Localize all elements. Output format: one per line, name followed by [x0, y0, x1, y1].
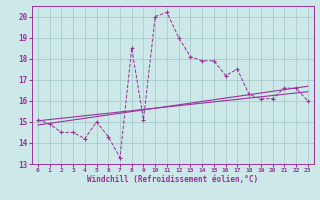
X-axis label: Windchill (Refroidissement éolien,°C): Windchill (Refroidissement éolien,°C) [87, 175, 258, 184]
